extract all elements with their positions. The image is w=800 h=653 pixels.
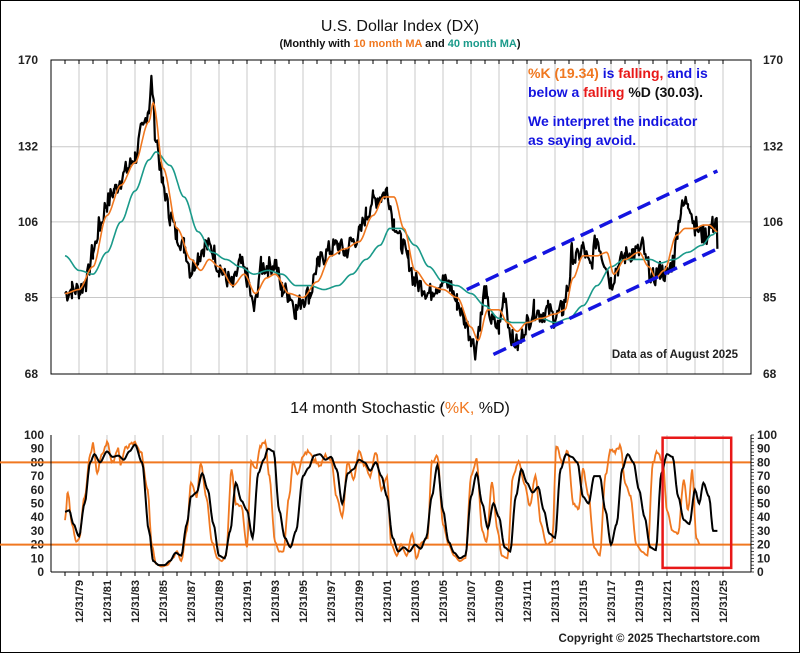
stochastic-y-tick-label-right: 0 xyxy=(757,565,764,579)
annotation-and-is: and is xyxy=(663,65,708,81)
main-y-tick-label-right: 68 xyxy=(763,367,777,381)
stochastic-x-tick-label: 12/31/07 xyxy=(466,580,478,623)
stochastic-title-k: %K, xyxy=(445,400,474,417)
annotation-falling-2: falling xyxy=(583,84,624,100)
main-y-axis-labels: 170 170 132 132 106 106 85 85 68 68 xyxy=(18,53,783,381)
annotation-line-2: below a falling %D (30.03). xyxy=(528,84,703,100)
stochastic-y-tick-label-left: 90 xyxy=(31,442,45,456)
stochastic-x-tick-label: 12/31/21 xyxy=(662,580,674,623)
annotation-k-value: %K (19.34) xyxy=(528,65,599,81)
k-line xyxy=(64,438,701,568)
highlight-box xyxy=(661,436,733,570)
stochastic-y-tick-label-right: 80 xyxy=(757,455,771,469)
stochastic-y-tick-label-left: 70 xyxy=(31,469,45,483)
subtitle-prefix: (Monthly with xyxy=(280,38,354,50)
stochastic-series-group xyxy=(0,436,751,570)
stochastic-y-tick-label-left: 50 xyxy=(31,497,45,511)
stochastic-x-tick-label: 12/31/19 xyxy=(634,580,646,623)
main-gridlines xyxy=(51,59,751,375)
stochastic-y-tick-label-left: 100 xyxy=(24,428,44,442)
stochastic-x-tick-label: 12/31/15 xyxy=(578,580,590,623)
main-y-tick-label-left: 68 xyxy=(25,367,39,381)
stochastic-x-tick-label: 12/31/25 xyxy=(718,580,730,623)
copyright-text: Copyright © 2025 Thechartstore.com xyxy=(559,633,760,645)
main-series-group xyxy=(64,74,719,361)
annotation-line-1: %K (19.34) is falling, and is xyxy=(528,65,708,81)
annotation-line-4: as saying avoid. xyxy=(528,132,636,148)
annotation-is: is xyxy=(599,65,618,81)
main-chart-title: U.S. Dollar Index (DX) xyxy=(321,18,479,35)
upper-channel-line xyxy=(466,169,719,292)
stochastic-y-tick-label-right: 30 xyxy=(757,524,771,538)
annotation-line-3: We interpret the indicator xyxy=(528,113,698,129)
stochastic-x-tick-label: 12/31/11 xyxy=(522,580,534,622)
stochastic-x-tick-label: 12/31/79 xyxy=(74,580,86,623)
stochastic-title: 14 month Stochastic (%K, %D) xyxy=(290,400,510,417)
data-date-note: Data as of August 2025 xyxy=(612,349,739,361)
stochastic-title-prefix: 14 month Stochastic ( xyxy=(290,400,445,417)
stochastic-x-tick-label: 12/31/01 xyxy=(382,580,394,623)
stochastic-x-tick-label: 12/31/81 xyxy=(102,580,114,623)
stochastic-title-d: %D) xyxy=(474,400,510,417)
stochastic-y-tick-label-left: 60 xyxy=(31,483,45,497)
stochastic-x-tick-label: 12/31/89 xyxy=(214,580,226,623)
stochastic-x-tick-label: 12/31/23 xyxy=(690,580,702,623)
stochastic-x-tick-label: 12/31/87 xyxy=(186,580,198,623)
stochastic-y-tick-label-right: 50 xyxy=(757,497,771,511)
d-line xyxy=(64,443,718,567)
stochastic-y-tick-label-left: 10 xyxy=(31,551,45,565)
main-y-tick-label-right: 132 xyxy=(763,140,783,154)
annotation-d-value: %D (30.03). xyxy=(624,84,703,100)
stochastic-x-tick-label: 12/31/17 xyxy=(606,580,618,623)
ma40-line xyxy=(64,151,718,324)
annotation-falling: falling, xyxy=(618,65,663,81)
main-y-tick-label-right: 170 xyxy=(763,53,783,67)
stochastic-y-tick-label-right: 100 xyxy=(757,428,777,442)
stochastic-y-tick-label-right: 40 xyxy=(757,510,771,524)
stochastic-x-tick-label: 12/31/85 xyxy=(158,580,170,623)
stochastic-y-tick-label-right: 90 xyxy=(757,442,771,456)
stochastic-y-tick-label-right: 10 xyxy=(757,551,771,565)
subtitle-mid: and xyxy=(422,38,448,50)
stochastic-axes xyxy=(50,434,754,576)
stochastic-x-axis-labels: 12/31/79 12/31/81 12/31/83 12/31/85 12/31/87… xyxy=(74,580,730,623)
stochastic-y-tick-label-right: 60 xyxy=(757,483,771,497)
stochastic-x-tick-label: 12/31/13 xyxy=(550,580,562,623)
main-x-tick-marks xyxy=(64,60,724,64)
stochastic-x-tick-label: 12/31/05 xyxy=(438,580,450,623)
stochastic-y-tick-label-left: 40 xyxy=(31,510,45,524)
ma10-line xyxy=(64,101,718,342)
subtitle-ma10: 10 month MA xyxy=(353,38,422,50)
subtitle-ma40: 40 month MA xyxy=(448,38,517,50)
stochastic-x-tick-label: 12/31/99 xyxy=(354,580,366,623)
stochastic-x-tick-label: 12/31/97 xyxy=(326,580,338,623)
stochastic-x-tick-label: 12/31/83 xyxy=(130,580,142,623)
stochastic-x-tick-label: 12/31/91 xyxy=(242,580,254,623)
main-y-tick-label-left: 132 xyxy=(18,140,38,154)
stochastic-y-tick-label-left: 30 xyxy=(31,524,45,538)
main-y-tick-label-left: 170 xyxy=(18,53,38,67)
main-y-tick-label-right: 85 xyxy=(763,291,777,305)
main-plot-border xyxy=(50,59,752,375)
main-chart-subtitle: (Monthly with 10 month MA and 40 month M… xyxy=(280,38,521,50)
subtitle-suffix: ) xyxy=(517,38,521,50)
main-y-tick-label-right: 106 xyxy=(763,215,783,229)
main-y-tick-label-left: 85 xyxy=(25,291,39,305)
annotation-below-a: below a xyxy=(528,84,583,100)
main-y-tick-label-left: 106 xyxy=(18,215,38,229)
stochastic-y-tick-label-right: 20 xyxy=(757,538,771,552)
stochastic-x-tick-label: 12/31/03 xyxy=(410,580,422,623)
stochastic-y-tick-label-right: 70 xyxy=(757,469,771,483)
stochastic-y-tick-label-left: 0 xyxy=(37,565,44,579)
stochastic-x-tick-label: 12/31/95 xyxy=(298,580,310,623)
stochastic-x-tick-label: 12/31/93 xyxy=(270,580,282,623)
stochastic-x-tick-label: 12/31/09 xyxy=(494,580,506,623)
